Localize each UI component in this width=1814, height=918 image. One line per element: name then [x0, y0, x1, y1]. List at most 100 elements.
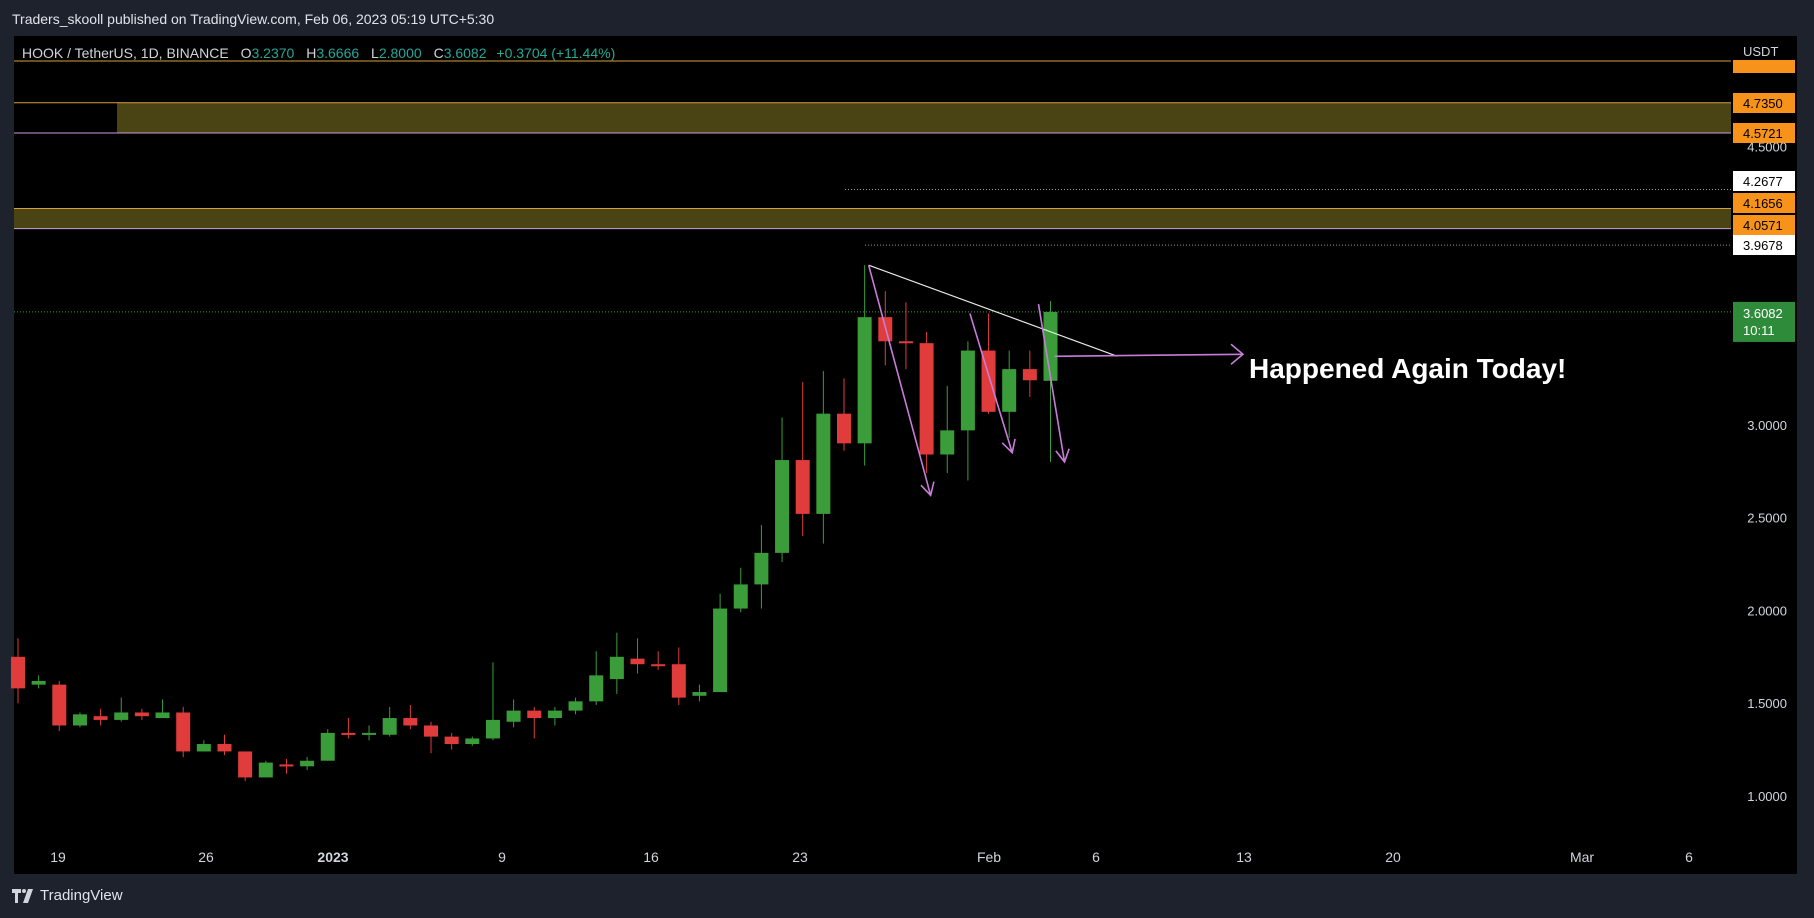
- price-label-bg: [1733, 215, 1795, 235]
- published-text: Traders_skooll published on TradingView.…: [12, 11, 495, 27]
- x-tick-label: 23: [792, 849, 808, 865]
- down-arrow-1: [867, 264, 932, 496]
- candle-body: [733, 584, 748, 609]
- close-label: C: [433, 45, 444, 61]
- candle-body: [93, 716, 108, 720]
- candle-body: [217, 744, 232, 752]
- y-tick-label: 2.5000: [1747, 511, 1787, 526]
- candle-body: [403, 718, 418, 726]
- header-bar: Traders_skooll published on TradingView.…: [0, 0, 1814, 36]
- candle-body: [960, 350, 975, 431]
- countdown-label: 10:11: [1743, 323, 1775, 338]
- candle-body: [300, 760, 315, 767]
- x-tick-label: 19: [50, 849, 66, 865]
- y-tick-label: 3.0000: [1747, 418, 1787, 433]
- trendline: [868, 264, 1118, 357]
- tradingview-logo-icon: [12, 888, 33, 903]
- candle-body: [898, 341, 913, 344]
- right-arrow: [1054, 353, 1244, 358]
- change-value: +0.3704 (+11.44%): [496, 45, 616, 61]
- candle-body: [238, 751, 253, 778]
- candle-body: [258, 762, 273, 778]
- last-price-label: 3.6082: [1743, 306, 1783, 321]
- candle-body: [940, 430, 955, 455]
- candle-body: [713, 608, 728, 693]
- tradingview-brand[interactable]: TradingView: [12, 887, 123, 904]
- y-tick-label: 4.5000: [1747, 139, 1787, 154]
- high-label: H: [306, 45, 317, 61]
- x-tick-label: 6: [1685, 849, 1693, 865]
- x-tick-label: Feb: [977, 849, 1001, 865]
- price-label-top-partial: [1733, 60, 1795, 73]
- candle-body: [155, 712, 170, 719]
- candle-body: [465, 738, 480, 745]
- price-label-bg: [1733, 193, 1795, 213]
- candle-body: [1043, 311, 1058, 381]
- candle-body: [114, 712, 129, 720]
- price-label-bg: [1733, 235, 1795, 255]
- arrowhead-1: [920, 481, 935, 497]
- x-tick-label: 9: [498, 849, 506, 865]
- candle-body: [31, 680, 46, 685]
- candle-body: [134, 712, 149, 717]
- candle-body: [527, 710, 542, 719]
- price-label: 4.0571: [1743, 218, 1783, 233]
- right-arrowhead: [1230, 343, 1245, 365]
- price-label: 3.9678: [1743, 238, 1783, 253]
- candle-body: [589, 675, 604, 702]
- brand-label: TradingView: [40, 887, 123, 904]
- candle-body: [692, 692, 707, 696]
- candle-body: [795, 460, 810, 514]
- candle-body: [630, 658, 645, 665]
- symbol-legend: HOOK / TetherUS, 1D, BINANCE O3.2370 H3.…: [22, 45, 615, 61]
- y-tick-label: 1.0000: [1747, 789, 1787, 804]
- candle-body: [52, 684, 67, 726]
- candle-body: [11, 656, 25, 689]
- candle-body: [279, 764, 294, 767]
- low-value: 2.8000: [378, 45, 422, 61]
- zone-2: [14, 208, 1731, 229]
- candle-body: [775, 460, 790, 553]
- price-label-bg: [1733, 171, 1795, 191]
- symbol-name[interactable]: HOOK / TetherUS, 1D, BINANCE: [22, 45, 229, 61]
- y-tick-label: 1.5000: [1747, 696, 1787, 711]
- x-tick-label: 16: [643, 849, 659, 865]
- price-label: 4.1656: [1743, 196, 1783, 211]
- x-tick-label: 2023: [317, 849, 348, 865]
- candle-body: [837, 413, 851, 444]
- candle-body: [1022, 369, 1037, 381]
- last-price-label-bg: [1733, 301, 1795, 342]
- candle-body: [651, 664, 666, 667]
- price-label: 4.2677: [1743, 174, 1783, 189]
- open-value: 3.2370: [251, 45, 295, 61]
- candle-body: [424, 725, 438, 737]
- candle-body: [547, 710, 562, 719]
- x-tick-label: 26: [198, 849, 214, 865]
- currency-label: USDT: [1743, 44, 1778, 59]
- candle-body: [609, 656, 624, 680]
- annotation-text: Happened Again Today!: [1249, 353, 1566, 384]
- time-axis[interactable]: [14, 838, 1731, 874]
- arrowhead-3: [1055, 448, 1070, 464]
- zone-1: [117, 102, 1731, 134]
- y-tick-label: 2.0000: [1747, 603, 1787, 618]
- price-label-bg: [1733, 93, 1795, 113]
- candle-body: [444, 736, 459, 745]
- arrowhead-2: [1001, 438, 1016, 455]
- candle-body: [754, 552, 769, 585]
- candle-body: [72, 714, 87, 726]
- candle-body: [671, 664, 686, 698]
- candle-body: [176, 712, 191, 752]
- candle-body: [568, 701, 583, 711]
- candle-body: [816, 413, 831, 514]
- x-tick-label: 13: [1236, 849, 1252, 865]
- candle-body: [1002, 369, 1017, 412]
- candle-body: [506, 710, 521, 722]
- candle-body: [196, 744, 211, 752]
- down-arrow-3: [1037, 304, 1066, 463]
- candle-body: [362, 732, 377, 735]
- open-label: O: [240, 45, 252, 61]
- chart-pane[interactable]: [14, 36, 1731, 838]
- price-label: 4.5721: [1743, 126, 1783, 141]
